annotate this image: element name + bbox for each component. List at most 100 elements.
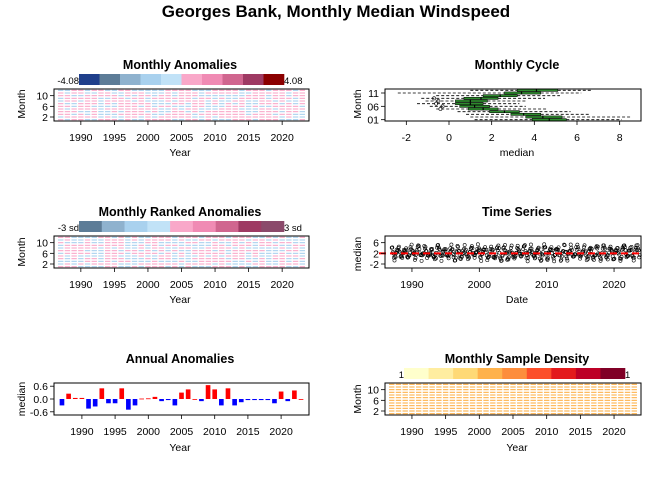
legend-swatch <box>502 368 528 379</box>
x-axis-label: Date <box>506 294 528 306</box>
y-tick-label: 10 <box>36 91 48 103</box>
data-point <box>606 253 611 257</box>
data-point <box>545 257 550 262</box>
panel-title: Monthly Cycle <box>475 58 560 72</box>
x-tick-label: 2000 <box>136 279 160 291</box>
legend-swatch <box>202 74 223 85</box>
data-point <box>612 256 617 261</box>
bar <box>272 399 277 404</box>
bar <box>86 399 91 409</box>
bar <box>265 399 271 401</box>
x-tick-label: 2010 <box>203 279 227 291</box>
data-point <box>506 257 511 262</box>
x-tick-label: 4 <box>531 132 537 144</box>
x-tick-label: 2020 <box>602 279 626 291</box>
data-point <box>493 254 498 259</box>
legend-swatch <box>243 74 264 85</box>
data-point <box>450 247 455 252</box>
data-point <box>446 256 451 261</box>
data-point <box>608 244 613 249</box>
data-point <box>595 244 600 249</box>
data-point <box>509 243 514 248</box>
x-tick-label: 2010 <box>535 279 559 291</box>
plot-area <box>384 88 642 122</box>
bar <box>59 399 65 406</box>
y-tick-label: 2 <box>42 112 48 124</box>
data-point <box>576 247 581 252</box>
x-axis-label: Year <box>169 294 191 306</box>
y-tick-label: -0.6 <box>30 407 48 419</box>
data-point <box>485 258 490 263</box>
box-iqr <box>504 91 541 95</box>
x-tick-label: 1990 <box>70 426 94 438</box>
bar <box>278 391 284 399</box>
data-point <box>503 243 507 247</box>
data-point <box>493 256 497 261</box>
data-point <box>522 243 527 248</box>
bar <box>145 398 151 400</box>
x-tick-label: 2015 <box>237 279 261 291</box>
y-tick-label: 2 <box>373 406 379 418</box>
data-point <box>585 257 590 261</box>
legend-swatch <box>161 74 182 85</box>
data-point <box>598 258 603 263</box>
legend-swatch <box>124 221 148 232</box>
legend-max-label: 1 <box>625 370 630 381</box>
data-point <box>462 243 467 247</box>
x-tick-label: 2020 <box>270 132 294 144</box>
data-point <box>578 256 583 261</box>
data-point <box>593 253 597 258</box>
y-tick-labels: -0.60.00.6 <box>30 381 54 419</box>
legend-swatch <box>428 368 454 379</box>
legend-swatch <box>263 74 285 85</box>
legend-swatch <box>477 368 503 379</box>
data-point <box>615 246 620 250</box>
x-tick-label: 2000 <box>468 426 492 438</box>
legend-min-label: -3 sd <box>58 223 79 234</box>
legend-swatch <box>600 368 626 379</box>
x-tick-label: -2 <box>402 132 411 144</box>
box-iqr <box>455 102 484 106</box>
legend-swatch <box>170 221 194 232</box>
legend-swatch <box>215 221 239 232</box>
bar <box>152 396 158 399</box>
data-point <box>582 245 586 250</box>
plot-frame <box>53 88 310 122</box>
data-point <box>599 257 604 261</box>
data-point <box>409 242 414 247</box>
data-point <box>576 245 580 250</box>
data-point <box>422 246 427 251</box>
color-legend <box>404 368 626 379</box>
data-point <box>449 242 454 247</box>
data-point <box>455 244 460 248</box>
x-tick-label: 2000 <box>136 132 160 144</box>
y-tick-label: 06 <box>367 101 379 113</box>
data-point <box>440 253 444 257</box>
plot-area <box>53 88 310 122</box>
data-point <box>479 258 484 263</box>
data-point <box>452 253 457 257</box>
bar <box>298 399 304 400</box>
plot-area <box>53 382 310 416</box>
x-tick-labels: 1990 1995 2000 2005 2010 2015 2020 <box>69 268 294 291</box>
color-legend <box>79 221 285 232</box>
data-point <box>469 244 474 249</box>
bar <box>165 399 171 401</box>
bar <box>112 399 118 404</box>
bar <box>205 385 211 399</box>
x-tick-labels: 1990 1995 2000 2005 2010 2015 2020 <box>69 121 294 144</box>
data-point <box>568 242 573 247</box>
panel-title: Time Series <box>482 205 552 219</box>
data-point <box>515 243 520 248</box>
x-axis-label: Year <box>169 147 191 159</box>
data-point <box>634 245 638 250</box>
box-outlier <box>440 104 445 109</box>
legend-swatch <box>120 74 141 85</box>
data-point <box>476 242 480 247</box>
data-point <box>592 257 596 262</box>
x-tick-label: 2020 <box>602 426 626 438</box>
data-point <box>390 245 395 250</box>
data-point <box>556 245 561 250</box>
